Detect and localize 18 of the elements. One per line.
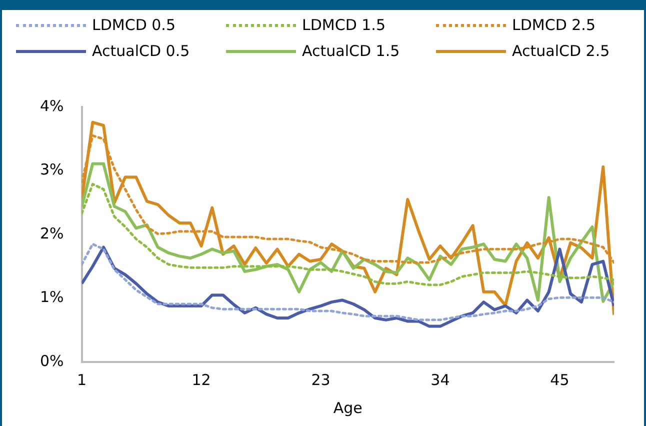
legend-label: ActualCD 2.5 bbox=[512, 42, 610, 60]
legend-label: ActualCD 0.5 bbox=[92, 42, 190, 60]
x-tick-label: 1 bbox=[77, 370, 87, 389]
line-series bbox=[82, 182, 614, 286]
legend-label: LDMCD 0.5 bbox=[92, 16, 176, 34]
x-tick-label: 34 bbox=[430, 370, 450, 389]
legend-label: LDMCD 2.5 bbox=[512, 16, 596, 34]
y-tick-label: 2% bbox=[40, 224, 64, 242]
x-axis-title: Age bbox=[333, 398, 362, 417]
y-tick-label: 3% bbox=[40, 160, 64, 179]
x-tick-label: 12 bbox=[192, 370, 211, 389]
y-tick-label: 0% bbox=[40, 352, 64, 370]
x-tick-label: 45 bbox=[550, 370, 570, 389]
y-tick-label: 1% bbox=[40, 288, 64, 306]
legend-label: LDMCD 1.5 bbox=[302, 16, 386, 34]
y-tick-label: 4% bbox=[40, 96, 64, 115]
x-tick-label: 23 bbox=[311, 370, 330, 389]
legend-label: ActualCD 1.5 bbox=[302, 42, 400, 60]
